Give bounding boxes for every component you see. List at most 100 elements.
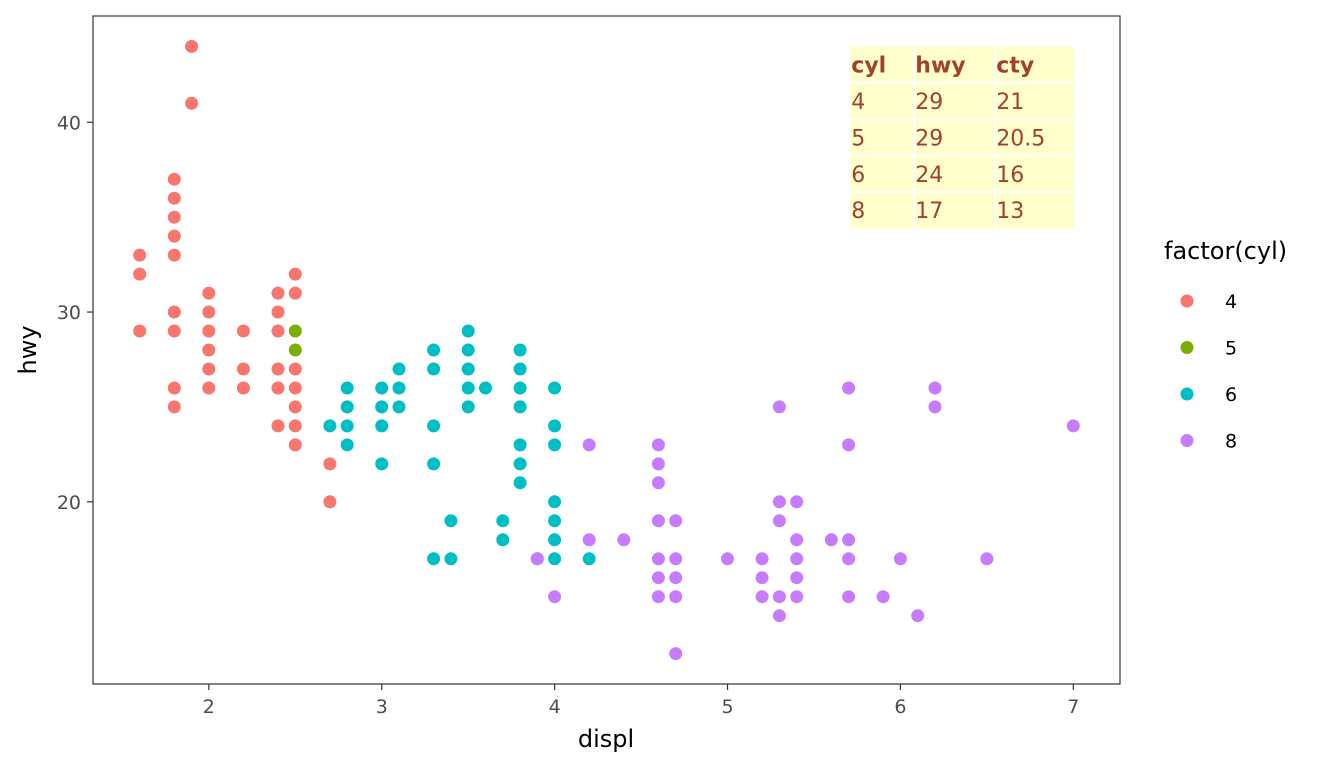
y-axis-title: hwy — [14, 325, 42, 374]
point-cyl6-6 — [375, 400, 389, 414]
point-cyl6-3 — [340, 419, 354, 433]
point-cyl4-31 — [288, 362, 302, 376]
point-cyl4-29 — [288, 267, 302, 281]
point-cyl8-9 — [651, 552, 665, 566]
point-cyl8-39 — [911, 609, 925, 623]
point-cyl6-30 — [513, 400, 527, 414]
table-header-cty: cty — [996, 54, 1034, 79]
legend-key-8 — [1180, 434, 1194, 447]
point-cyl8-19 — [755, 571, 769, 585]
point-cyl4-27 — [271, 381, 285, 395]
point-cyl4-35 — [288, 438, 302, 452]
table-cell: 29 — [915, 126, 943, 151]
point-cyl8-28 — [790, 552, 804, 566]
point-cyl6-15 — [427, 457, 441, 471]
point-cyl8-24 — [772, 590, 786, 604]
table-cell: 29 — [915, 90, 943, 115]
point-cyl6-9 — [392, 362, 406, 376]
point-cyl4-3 — [167, 172, 181, 186]
point-cyl8-33 — [842, 438, 856, 452]
table-cell: 13 — [996, 199, 1024, 224]
table-cell: 16 — [996, 163, 1024, 188]
point-cyl4-15 — [202, 305, 216, 319]
table-cell: 8 — [851, 199, 865, 224]
point-cyl6-42 — [582, 552, 596, 566]
point-cyl8-2 — [582, 438, 596, 452]
point-cyl4-7 — [167, 248, 181, 262]
legend-items: 4 5 6 8 — [1180, 291, 1237, 453]
x-tick-label: 4 — [549, 696, 561, 718]
point-cyl4-8 — [167, 305, 181, 319]
table-cell: 6 — [851, 163, 865, 188]
point-cyl8-36 — [842, 590, 856, 604]
table-cell: 24 — [915, 163, 943, 188]
point-cyl6-24 — [479, 381, 492, 395]
point-cyl6-25 — [496, 514, 510, 528]
point-cyl4-16 — [202, 324, 216, 338]
point-cyl4-20 — [236, 324, 250, 338]
point-cyl8-15 — [669, 590, 683, 604]
point-cyl4-11 — [167, 400, 181, 414]
point-cyl8-18 — [755, 552, 769, 566]
point-cyl8-1 — [548, 590, 562, 604]
point-cyl4-2 — [133, 324, 147, 338]
legend-label-6: 6 — [1225, 384, 1237, 406]
point-cyl6-17 — [444, 514, 458, 528]
point-cyl4-33 — [288, 400, 302, 414]
point-cyl6-0 — [323, 419, 337, 433]
point-cyl6-5 — [375, 381, 389, 395]
legend-key-5 — [1180, 341, 1194, 354]
point-cyl6-18 — [444, 552, 458, 566]
point-cyl6-31 — [513, 438, 527, 452]
point-cyl4-10 — [167, 381, 181, 395]
point-cyl6-38 — [548, 495, 562, 509]
y-tick-label: 20 — [57, 492, 81, 514]
annotation-table: cyl hwy cty 4 29 21 5 29 20.5 6 24 16 8 17 13 — [850, 46, 1075, 229]
point-cyl8-21 — [772, 400, 786, 414]
legend: factor(cyl) 4 5 6 8 — [1164, 237, 1287, 453]
point-cyl6-41 — [548, 552, 562, 566]
x-axis-title: displ — [578, 725, 634, 753]
point-cyl8-5 — [651, 438, 665, 452]
point-cyl8-0 — [530, 552, 544, 566]
point-cyl8-23 — [772, 514, 786, 528]
table-header-hwy: hwy — [915, 54, 965, 79]
table-cell: 17 — [915, 199, 943, 224]
point-cyl6-1 — [340, 381, 354, 395]
point-cyl5-0 — [288, 324, 302, 338]
point-cyl4-36 — [323, 457, 337, 471]
point-cyl8-12 — [669, 514, 683, 528]
point-cyl4-24 — [271, 305, 285, 319]
point-cyl8-4 — [617, 533, 631, 547]
point-cyl8-8 — [651, 514, 665, 528]
point-cyl4-13 — [185, 96, 199, 110]
y-tick-label: 40 — [57, 112, 81, 134]
point-cyl4-30 — [288, 286, 302, 300]
point-cyl4-21 — [236, 362, 250, 376]
point-cyl6-10 — [392, 381, 406, 395]
legend-label-8: 8 — [1225, 431, 1237, 453]
point-cyl8-38 — [893, 552, 907, 566]
x-tick-label: 6 — [894, 696, 906, 718]
point-cyl4-37 — [323, 495, 337, 509]
point-cyl8-34 — [842, 533, 856, 547]
table-background — [850, 46, 1075, 229]
legend-label-4: 4 — [1225, 291, 1237, 313]
point-cyl6-36 — [548, 419, 562, 433]
point-cyl8-14 — [669, 571, 683, 585]
legend-label-5: 5 — [1225, 338, 1237, 360]
point-cyl6-16 — [427, 552, 441, 566]
point-cyl6-27 — [513, 343, 527, 357]
point-cyl6-21 — [461, 362, 475, 376]
point-cyl6-23 — [461, 400, 475, 414]
point-cyl4-14 — [202, 286, 216, 300]
point-cyl4-18 — [202, 362, 216, 376]
point-cyl4-12 — [185, 39, 199, 53]
point-cyl8-25 — [772, 609, 786, 623]
point-cyl4-0 — [133, 248, 147, 262]
point-cyl6-13 — [427, 362, 441, 376]
point-cyl8-6 — [651, 457, 665, 471]
point-cyl6-19 — [461, 324, 475, 338]
point-cyl8-10 — [651, 571, 665, 585]
